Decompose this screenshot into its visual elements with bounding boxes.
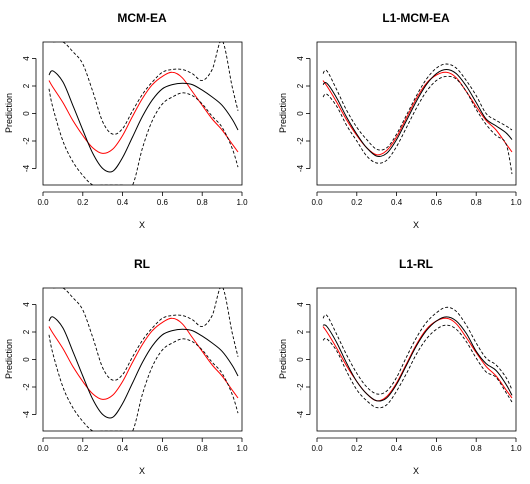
x-tick-label: 0.0 <box>311 198 323 207</box>
y-tick-label: 4 <box>296 302 305 307</box>
x-tick-label: 0.0 <box>37 198 49 207</box>
true-function-line <box>48 71 239 154</box>
estimate-line <box>48 316 239 419</box>
confidence-band-line <box>53 42 239 135</box>
y-tick-label: 0 <box>22 357 31 362</box>
plot-frame <box>42 41 243 186</box>
x-tick-label: 0.0 <box>311 444 323 453</box>
confidence-band-line <box>322 324 513 409</box>
x-tick-label: 1.0 <box>510 444 522 453</box>
panel-rl: RL X Prediction 0.0 0.2 0.4 0.6 0.8 1.0 -4 -2 0 2… <box>4 257 248 476</box>
y-tick-label: 2 <box>296 83 305 88</box>
x-tick-label: 0.6 <box>431 444 443 453</box>
panel-title: RL <box>134 257 150 271</box>
plot-frame <box>316 287 517 432</box>
y-tick-label: -2 <box>22 383 31 391</box>
y-tick-label: -2 <box>22 137 31 145</box>
panel-title: L1-MCM-EA <box>382 11 450 25</box>
confidence-band-line <box>48 88 239 185</box>
confidence-band-line <box>322 75 513 175</box>
y-tick-label: 2 <box>22 83 31 88</box>
y-tick-label: 4 <box>22 56 31 61</box>
y-tick-label: 2 <box>296 329 305 334</box>
y-tick-label: 0 <box>22 111 31 116</box>
x-tick-label: 0.8 <box>197 198 209 207</box>
panel-title: L1-RL <box>399 257 433 271</box>
true-function-line <box>48 317 239 400</box>
true-function-line <box>322 317 513 402</box>
estimate-line <box>48 70 239 173</box>
series-group <box>322 306 513 409</box>
x-tick-label: 0.4 <box>117 444 129 453</box>
x-axis-label: X <box>413 466 419 476</box>
y-tick-label: -4 <box>22 410 31 418</box>
x-tick-label: 0.2 <box>77 198 89 207</box>
y-tick-label: 4 <box>22 302 31 307</box>
x-tick-label: 0.6 <box>157 444 169 453</box>
y-axis-label: Prediction <box>4 93 14 133</box>
x-axis-label: X <box>139 220 145 230</box>
x-tick-label: 0.2 <box>351 444 363 453</box>
x-tick-label: 1.0 <box>236 198 248 207</box>
series-group <box>48 288 239 431</box>
y-axis-label: Prediction <box>278 93 288 133</box>
y-axis-label: Prediction <box>278 339 288 379</box>
y-axis-label: Prediction <box>4 339 14 379</box>
panel-l1-mcm-ea: L1-MCM-EA X Prediction 0.0 0.2 0.4 0.6 0.8 1.… <box>278 11 522 230</box>
x-tick-label: 1.0 <box>510 198 522 207</box>
panel-l1-rl: L1-RL X Prediction 0.0 0.2 0.4 0.6 0.8 1.0 -4 -… <box>278 257 522 476</box>
estimate-line <box>322 68 513 157</box>
x-tick-label: 0.4 <box>391 444 403 453</box>
x-axis-label: X <box>413 220 419 230</box>
x-tick-label: 0.4 <box>391 198 403 207</box>
confidence-band-line <box>48 334 239 431</box>
series-group <box>48 42 239 185</box>
series-group <box>322 63 513 175</box>
x-tick-label: 0.0 <box>37 444 49 453</box>
plot-frame <box>316 41 517 186</box>
y-tick-label: 0 <box>296 357 305 362</box>
true-function-line <box>322 71 513 156</box>
panel-mcm-ea: MCM-EA X Prediction 0.0 0.2 0.4 0.6 0.8 1.0 -4… <box>4 11 248 230</box>
y-tick-label: -2 <box>296 383 305 391</box>
y-tick-label: 0 <box>296 111 305 116</box>
y-tick-label: -4 <box>296 164 305 172</box>
x-tick-label: 0.2 <box>77 444 89 453</box>
x-tick-label: 0.4 <box>117 198 129 207</box>
x-tick-label: 1.0 <box>236 444 248 453</box>
y-tick-label: -4 <box>296 410 305 418</box>
y-tick-label: 4 <box>296 56 305 61</box>
x-tick-label: 0.8 <box>197 444 209 453</box>
x-tick-label: 0.6 <box>431 198 443 207</box>
y-tick-label: 2 <box>22 329 31 334</box>
panel-title: MCM-EA <box>117 11 167 25</box>
confidence-band-line <box>53 288 239 381</box>
x-tick-label: 0.6 <box>157 198 169 207</box>
x-tick-label: 0.2 <box>351 198 363 207</box>
confidence-band-line <box>322 306 513 395</box>
plot-frame <box>42 287 243 432</box>
x-axis-label: X <box>139 466 145 476</box>
y-tick-label: -4 <box>22 164 31 172</box>
confidence-band-line <box>322 63 513 151</box>
x-tick-label: 0.8 <box>471 444 483 453</box>
estimate-line <box>322 316 513 402</box>
x-tick-label: 0.8 <box>471 198 483 207</box>
y-tick-label: -2 <box>296 137 305 145</box>
